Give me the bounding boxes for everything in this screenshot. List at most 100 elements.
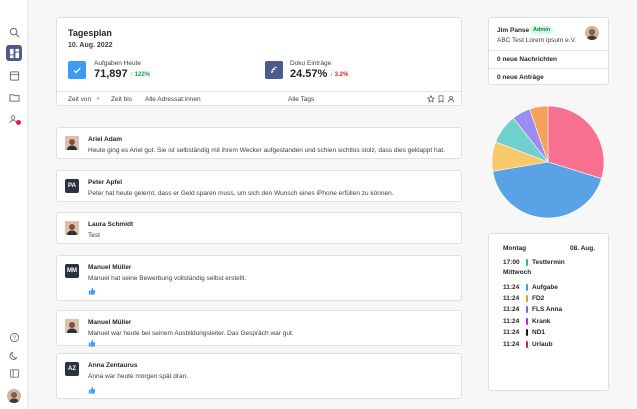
event-label[interactable]: Urlaub	[532, 341, 553, 348]
feather-icon	[265, 61, 283, 79]
chevron-right-icon: ›	[97, 95, 100, 102]
calendar-card: Montag 08. Aug. 17:00 Testtermin Mittwoc…	[488, 233, 609, 391]
pie-chart	[491, 105, 605, 219]
post-text: Test	[88, 232, 100, 239]
avatar: AZ	[65, 362, 79, 376]
thumbs-up-icon[interactable]	[88, 386, 96, 394]
event-label[interactable]: Aufgabe	[532, 284, 558, 291]
post-author: Manuel Müller	[88, 319, 132, 326]
role-badge: Admin	[530, 26, 554, 34]
filter-bar: Zeit von › Zeit bis Alle Adressat:innen …	[57, 91, 461, 107]
post-author: Manuel Müller	[88, 264, 132, 271]
star-icon[interactable]	[427, 95, 435, 103]
calendar-day: Mittwoch	[503, 269, 532, 276]
arrow-down-icon: ↓	[330, 72, 333, 78]
avatar: PA	[65, 179, 79, 193]
event-time: 11:24	[503, 341, 520, 348]
user-name: Jim Panse	[497, 27, 530, 34]
stat-doku-value: 24.57%	[290, 68, 328, 80]
event-label[interactable]: FLS Anna	[532, 306, 563, 313]
stat-doku-delta: ↓ 3.2%	[330, 72, 348, 78]
event-time: 11:24	[503, 318, 520, 325]
search-icon[interactable]	[6, 24, 22, 40]
event-color-bar	[526, 284, 528, 291]
stat-tasks-value: 71,897	[94, 68, 128, 80]
event-color-bar	[526, 318, 528, 325]
post-card[interactable]: AZ Anna Zentaurus Anna war heute morgen …	[56, 353, 462, 399]
event-color-bar	[526, 259, 528, 266]
panel-icon[interactable]	[6, 365, 22, 381]
filter-time-from[interactable]: Zeit von	[68, 96, 92, 103]
messages-count: 0 neue Nachrichten	[497, 56, 557, 63]
messages-row[interactable]: 0 neue Nachrichten	[489, 50, 608, 68]
arrow-up-icon: ↑	[130, 72, 133, 78]
stat-doku-delta-value: 3.2%	[334, 72, 349, 78]
post-author: Peter Apfel	[88, 179, 123, 186]
event-color-bar	[526, 329, 528, 336]
stat-tasks-label: Aufgaben Heute	[94, 60, 141, 67]
requests-row[interactable]: 0 neue Anträge	[489, 68, 608, 86]
post-author: Anna Zentaurus	[88, 362, 138, 369]
calendar-date: 08. Aug.	[570, 245, 596, 252]
post-text: Heute ging es Ariel gut. Sie ist selbstä…	[88, 147, 445, 154]
post-card[interactable]: Laura Schmidt Test	[56, 212, 462, 244]
svg-text:?: ?	[12, 335, 16, 341]
event-time: 11:24	[503, 284, 520, 291]
current-user-avatar[interactable]	[7, 389, 21, 403]
avatar	[65, 221, 79, 235]
requests-count: 0 neue Anträge	[497, 74, 544, 81]
dashboard-icon[interactable]	[6, 45, 22, 61]
post-text: Peter hat heute gelernt, dass er Geld sp…	[88, 190, 394, 197]
current-date: 10. Aug. 2022	[68, 42, 113, 49]
event-label[interactable]: Krank	[532, 318, 551, 325]
event-color-bar	[526, 306, 528, 313]
notification-dot	[16, 120, 21, 125]
post-text: Anna war heute morgen spät dran.	[88, 373, 189, 380]
event-color-bar	[526, 341, 528, 348]
user-icon[interactable]	[447, 95, 455, 103]
avatar: MM	[65, 264, 79, 278]
help-icon[interactable]: ?	[6, 329, 22, 345]
post-card[interactable]: Ariel Adam Heute ging es Ariel gut. Sie …	[56, 127, 462, 159]
post-card[interactable]: Manuel Müller Manuel war heute bei seine…	[56, 310, 462, 347]
user-avatar[interactable]	[585, 26, 599, 40]
pie-slice-5[interactable]	[529, 105, 549, 163]
event-time: 11:24	[503, 306, 520, 313]
filter-recipients[interactable]: Alle Adressat:innen	[145, 96, 201, 103]
event-color-bar	[526, 295, 528, 302]
tagesplan-card: Tagesplan 10. Aug. 2022 Aufgaben Heute 7…	[56, 17, 462, 106]
calendar-icon[interactable]	[6, 67, 22, 83]
stat-tasks-delta-value: 122%	[134, 72, 151, 78]
post-card[interactable]: PA Peter Apfel Peter hat heute gelernt, …	[56, 170, 462, 202]
thumbs-up-icon[interactable]	[88, 287, 96, 295]
post-text: Manuel war heute bei seinem Ausbildungsl…	[88, 330, 294, 337]
post-card[interactable]: MM Manuel Müller Manuel hat seine Bewerb…	[56, 255, 462, 301]
thumbs-up-icon[interactable]	[88, 339, 96, 347]
event-label[interactable]: FD2	[532, 295, 545, 302]
folder-icon[interactable]	[6, 89, 22, 105]
page-title: Tagesplan	[68, 28, 112, 38]
moon-icon[interactable]	[6, 347, 22, 363]
users-icon[interactable]	[6, 111, 22, 127]
post-text: Manuel hat seine Bewerbung vollständig s…	[88, 275, 247, 282]
event-time: 11:24	[503, 295, 520, 302]
pie-slice-1[interactable]	[492, 161, 602, 219]
stat-tasks-delta: ↑ 122%	[130, 72, 150, 78]
event-label[interactable]: Testtermin	[532, 259, 565, 266]
post-author: Laura Schmidt	[88, 221, 134, 228]
user-card: Jim Panse Admin ABC Test Lorem ipsum e.V…	[488, 17, 609, 85]
filter-tags[interactable]: Alle Tags	[288, 96, 315, 103]
check-icon	[68, 61, 86, 79]
sidebar-rail: ?	[0, 0, 28, 409]
pie-slice-0[interactable]	[547, 105, 605, 179]
calendar-day: Montag	[503, 245, 527, 252]
user-organization: ABC Test Lorem ipsum e.V.	[497, 37, 577, 44]
avatar	[65, 136, 79, 150]
event-time: 17:00	[503, 259, 520, 266]
event-label[interactable]: ND1	[532, 329, 546, 336]
bookmark-icon[interactable]	[437, 95, 445, 103]
post-author: Ariel Adam	[88, 136, 123, 143]
event-time: 11:24	[503, 329, 520, 336]
stat-doku-label: Doku Einträge	[290, 60, 332, 67]
filter-time-to[interactable]: Zeit bis	[111, 96, 132, 103]
